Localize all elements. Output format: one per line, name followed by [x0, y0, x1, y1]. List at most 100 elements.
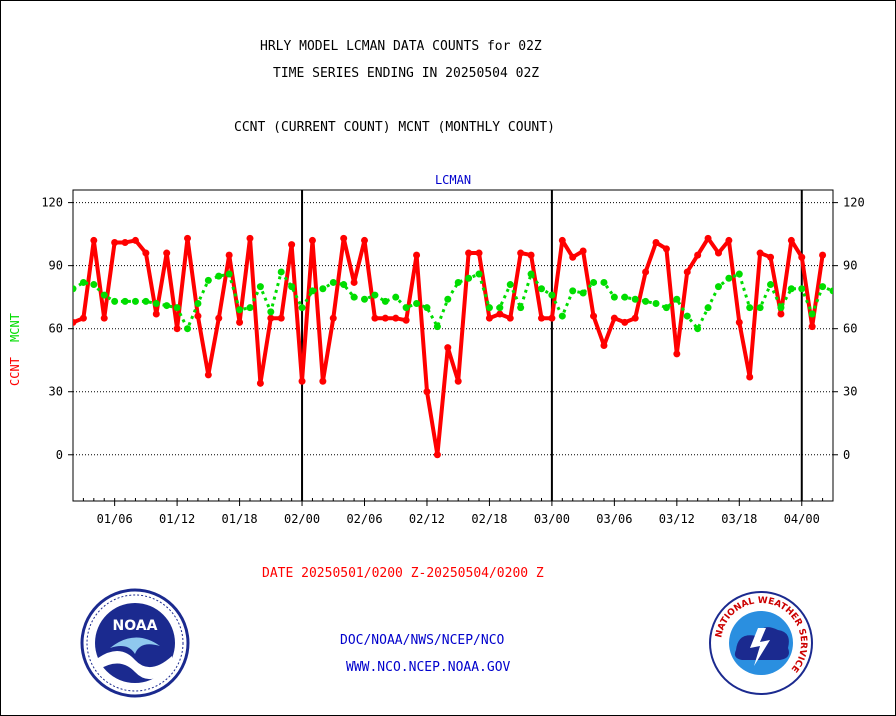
nws-logo: NATIONAL WEATHER SERVICE — [709, 591, 813, 695]
data-point-mcnt — [225, 270, 233, 278]
data-point-ccnt — [610, 314, 618, 322]
x-tick-label: 03/00 — [534, 512, 570, 526]
data-point-mcnt — [517, 304, 525, 312]
data-point-ccnt — [194, 312, 202, 320]
chart-subtitle: CCNT (CURRENT COUNT) MCNT (MONTHLY COUNT… — [234, 120, 555, 135]
data-point-mcnt — [808, 310, 816, 318]
data-point-mcnt — [642, 297, 650, 305]
chart-title-line2: TIME SERIES ENDING IN 20250504 02Z — [273, 66, 540, 81]
data-point-ccnt — [277, 314, 285, 322]
data-point-mcnt — [527, 270, 535, 278]
data-point-mcnt — [704, 304, 712, 312]
data-point-mcnt — [777, 304, 785, 312]
x-tick-label: 03/06 — [596, 512, 632, 526]
data-point-ccnt — [777, 310, 785, 318]
x-tick-label: 02/18 — [471, 512, 507, 526]
data-point-ccnt — [517, 249, 525, 257]
x-tick-label: 02/06 — [346, 512, 382, 526]
data-point-ccnt — [558, 236, 566, 244]
data-point-mcnt — [621, 293, 629, 301]
data-point-mcnt — [819, 283, 827, 291]
series-line-mcnt — [73, 270, 833, 331]
data-point-ccnt — [329, 314, 337, 322]
noaa-logo: NOAA — [80, 588, 190, 698]
y-tick-label-right: 120 — [843, 196, 865, 210]
data-point-mcnt — [413, 299, 421, 307]
data-point-ccnt — [537, 314, 545, 322]
data-point-mcnt — [662, 304, 670, 312]
data-point-ccnt — [381, 314, 389, 322]
x-tick-label: 01/06 — [97, 512, 133, 526]
data-point-ccnt — [683, 268, 691, 276]
data-point-ccnt — [371, 314, 379, 322]
data-point-mcnt — [798, 285, 806, 293]
x-tick-label: 02/00 — [284, 512, 320, 526]
y-tick-label: 120 — [41, 196, 63, 210]
y-axis-label-ccnt: CCNT — [8, 357, 22, 386]
data-point-mcnt — [381, 297, 389, 305]
footer-link-doc[interactable]: DOC/NOAA/NWS/NCEP/NCO — [340, 633, 505, 648]
data-point-mcnt — [767, 281, 775, 289]
data-point-ccnt — [590, 312, 598, 320]
data-point-ccnt — [621, 318, 629, 326]
data-point-ccnt — [142, 249, 150, 257]
data-point-ccnt — [392, 314, 400, 322]
data-point-ccnt — [308, 236, 316, 244]
data-point-ccnt — [340, 234, 348, 242]
data-point-ccnt — [402, 316, 410, 324]
data-point-ccnt — [808, 323, 816, 331]
data-point-ccnt — [548, 314, 556, 322]
data-point-ccnt — [579, 247, 587, 255]
data-point-ccnt — [735, 318, 743, 326]
data-point-mcnt — [652, 299, 660, 307]
data-point-ccnt — [704, 234, 712, 242]
data-point-mcnt — [392, 293, 400, 301]
data-point-mcnt — [454, 278, 462, 286]
y-tick-label-right: 90 — [843, 259, 857, 273]
data-point-ccnt — [246, 234, 254, 242]
data-point-ccnt — [694, 251, 702, 259]
data-point-mcnt — [631, 295, 639, 303]
data-point-mcnt — [163, 302, 171, 310]
data-point-mcnt — [548, 291, 556, 299]
data-point-ccnt — [454, 377, 462, 385]
data-point-ccnt — [319, 377, 327, 385]
data-point-mcnt — [184, 325, 192, 333]
data-point-ccnt — [256, 379, 264, 387]
data-point-ccnt — [819, 251, 827, 259]
y-tick-label: 90 — [49, 259, 63, 273]
data-point-mcnt — [610, 293, 618, 301]
data-point-mcnt — [590, 278, 598, 286]
data-point-ccnt — [767, 253, 775, 261]
data-point-mcnt — [131, 297, 139, 305]
data-point-mcnt — [308, 287, 316, 295]
data-point-ccnt — [673, 350, 681, 358]
data-point-ccnt — [662, 245, 670, 253]
panel-label: LCMAN — [435, 173, 471, 187]
footer-link-www[interactable]: WWW.NCO.NCEP.NOAA.GOV — [346, 660, 511, 675]
data-point-mcnt — [673, 295, 681, 303]
data-point-ccnt — [433, 451, 441, 459]
data-point-mcnt — [787, 285, 795, 293]
chart-title-line1: HRLY MODEL LCMAN DATA COUNTS for 02Z — [260, 39, 542, 54]
y-tick-label-right: 60 — [843, 322, 857, 336]
data-point-mcnt — [694, 325, 702, 333]
date-range-label: DATE 20250501/0200 Z-20250504/0200 Z — [262, 566, 544, 581]
data-point-mcnt — [277, 268, 285, 276]
data-point-mcnt — [756, 304, 764, 312]
data-point-ccnt — [215, 314, 223, 322]
data-point-mcnt — [204, 276, 212, 284]
noaa-logo-text: NOAA — [113, 618, 158, 634]
data-point-ccnt — [798, 253, 806, 261]
data-point-ccnt — [527, 251, 535, 259]
x-tick-label: 04/00 — [784, 512, 820, 526]
data-point-mcnt — [735, 270, 743, 278]
data-point-ccnt — [423, 388, 431, 396]
data-point-mcnt — [402, 304, 410, 312]
data-point-ccnt — [600, 342, 608, 349]
data-point-ccnt — [111, 239, 119, 247]
data-point-ccnt — [163, 249, 171, 257]
data-point-mcnt — [194, 299, 202, 307]
data-point-mcnt — [746, 304, 754, 312]
